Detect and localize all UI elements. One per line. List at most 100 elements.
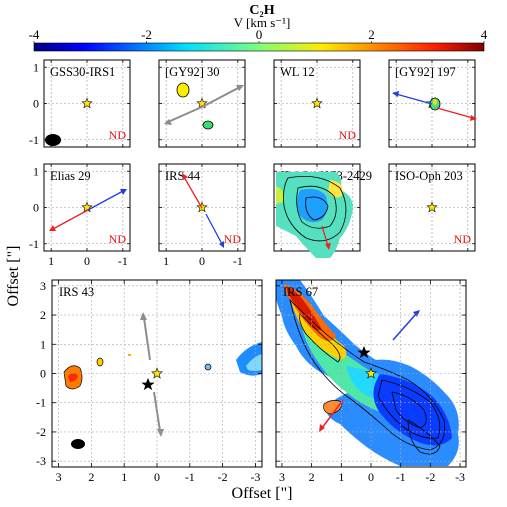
- panel-title: WL 12: [280, 65, 315, 79]
- large-panel-0: 3 2 1 0 -1 -2 -3 3 2 1 0 -1 -2 -3 IRS 43: [36, 279, 263, 484]
- emission-blob: [202, 120, 214, 130]
- non-detection-label: ND: [454, 232, 472, 246]
- panel-3: [GY92] 197: [388, 59, 476, 148]
- panel-4: 1 0 -1 1 0 -1 Elias 29 ND: [29, 163, 131, 268]
- panel-title: IRS 67: [283, 285, 318, 299]
- panel-grid: 1 0 -1 GSS30-IRS1 ND [GY92] 30 WL 12 ND [GY92] 1…: [29, 59, 476, 268]
- source-star: [151, 367, 163, 379]
- y-tick-label: 1: [40, 337, 46, 351]
- panel-gy92-197-content: [392, 91, 477, 121]
- x-tick-label: -1: [185, 470, 195, 484]
- panel-title: Elias 29: [50, 169, 91, 183]
- outflow-arrowhead: [140, 312, 147, 320]
- emission-map-yellow: [328, 180, 343, 198]
- source-star: [426, 201, 438, 213]
- outflow-arrowhead: [413, 310, 420, 317]
- colorbar-title: C₂H: [249, 3, 274, 18]
- colorbar-tick-label: -4: [29, 27, 40, 42]
- beam-ellipse: [45, 134, 61, 146]
- outflow-arrow: [143, 317, 151, 361]
- y-tick-label: 1: [33, 164, 39, 178]
- y-tick-label: -3: [36, 454, 46, 468]
- outflow-arrow-blue: [87, 190, 124, 211]
- outflow-arrow-blue: [392, 313, 417, 341]
- source-star: [81, 201, 93, 213]
- outflow-arrow-red: [321, 225, 329, 247]
- source-star: [81, 97, 93, 109]
- y-tick-label: 3: [40, 279, 46, 293]
- y-tick-label: -1: [29, 133, 39, 147]
- panel-7: ISO-Oph 203 ND: [388, 163, 476, 252]
- emission-map-yellow: [276, 186, 285, 204]
- y-tick-label: -1: [29, 237, 39, 251]
- x-axis-label: Offset ["]: [232, 485, 293, 502]
- emission-map-red: [286, 286, 322, 331]
- x-tick-label: 0: [154, 470, 160, 484]
- colorbar-gradient: [33, 42, 485, 52]
- large-panels: 3 2 1 0 -1 -2 -3 3 2 1 0 -1 -2 -3 IRS 43 3 2 1 0 -1 -2 -3 IRS …: [36, 279, 467, 484]
- emission-contour: [305, 196, 329, 221]
- outflow-arrowhead: [392, 91, 399, 97]
- non-detection-label: ND: [109, 232, 127, 246]
- x-tick-label: 2: [88, 470, 94, 484]
- source-star: [311, 97, 323, 109]
- outflow-arrow-red: [436, 107, 474, 119]
- outflow-arrow-red: [52, 209, 89, 230]
- x-tick-label: -2: [218, 470, 228, 484]
- x-tick-label: 1: [163, 254, 169, 268]
- emission-contour: [377, 379, 441, 439]
- source-star: [365, 367, 377, 379]
- source-star: [141, 378, 155, 391]
- panel-irs43-content: [63, 312, 262, 449]
- y-axis-label: Offset ["]: [5, 246, 22, 307]
- y-tick-label: -1: [36, 396, 46, 410]
- panel-title: IRS 43: [59, 285, 94, 299]
- emission-contour: [289, 298, 446, 451]
- beam-ellipse: [71, 439, 85, 449]
- colorbar-label: V [km s⁻¹]: [234, 15, 291, 30]
- emission-blob: [128, 354, 131, 356]
- x-tick-label: -3: [455, 470, 465, 484]
- x-tick-label: -1: [233, 254, 243, 268]
- outflow-arrow-red: [321, 399, 344, 429]
- large-panel-1: 3 2 1 0 -1 -2 -3 IRS 67: [275, 279, 467, 484]
- panel-frame: [275, 279, 467, 468]
- x-tick-label: 1: [338, 470, 344, 484]
- panel-frame: [51, 279, 263, 468]
- x-tick-label: 0: [199, 254, 205, 268]
- colorbar-tick-label: -2: [141, 27, 152, 42]
- emission-contour: [283, 175, 347, 242]
- x-tick-label: 0: [84, 254, 90, 268]
- outflow-arrowhead: [164, 119, 172, 125]
- y-tick-label: -2: [36, 425, 46, 439]
- panel-1: [GY92] 30: [158, 59, 246, 148]
- emission-contour: [299, 313, 341, 363]
- panel-title: ISO-Oph 203: [395, 169, 463, 183]
- y-tick-label: 0: [33, 97, 39, 111]
- x-tick-label: 3: [279, 470, 285, 484]
- emission-contour: [296, 185, 337, 229]
- x-tick-label: -1: [396, 470, 406, 484]
- source-star: [196, 97, 208, 109]
- emission-blob: [176, 82, 190, 98]
- y-tick-label: 0: [40, 367, 46, 381]
- x-tick-label: -3: [250, 470, 260, 484]
- colorbar-ticks: -4 -2 0 2 4: [29, 27, 488, 43]
- non-detection-label: ND: [224, 232, 242, 246]
- outflow-arrow-blue: [205, 213, 223, 245]
- outflow-arrowhead: [470, 115, 477, 121]
- panel-iras16253-content: [276, 172, 353, 258]
- y-tick-label: 1: [33, 60, 39, 74]
- outflow-arrowhead: [236, 85, 244, 91]
- outflow-arrowhead: [120, 189, 127, 195]
- panel-irs44-content: [182, 173, 224, 248]
- outflow-arrow: [203, 86, 241, 107]
- non-detection-label: ND: [339, 128, 357, 142]
- panel-title: [GY92] 197: [395, 65, 456, 79]
- outflow-arrowhead: [219, 241, 224, 248]
- panel-title: [GY92] 30: [165, 65, 220, 79]
- colorbar: C₂H V [km s⁻¹] -4 -2 0 2 4: [29, 3, 488, 52]
- emission-contour: [391, 391, 427, 429]
